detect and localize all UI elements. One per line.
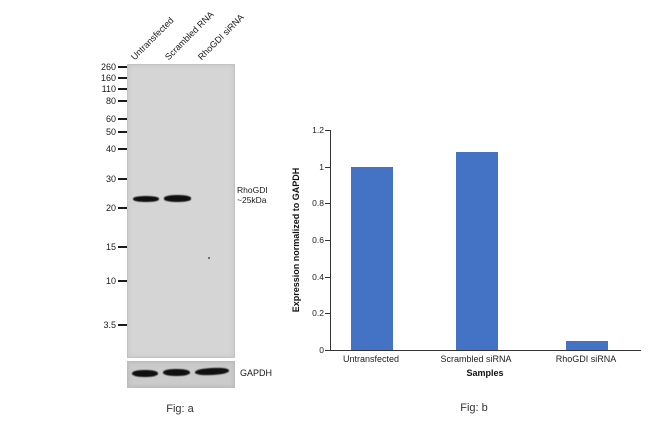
mw-tick xyxy=(118,66,127,68)
x-category-untransfected: Untransfected xyxy=(342,354,400,364)
y-tick-label-0: 0 xyxy=(319,345,324,355)
rhogdi-band-lane2 xyxy=(164,195,191,202)
mw-tick xyxy=(118,131,127,133)
mw-tick xyxy=(118,324,127,326)
mw-marker-160: 160 xyxy=(86,73,127,83)
mw-label: 260 xyxy=(100,62,116,72)
mw-tick xyxy=(118,246,127,248)
mw-label: 3.5 xyxy=(103,320,116,330)
mw-tick xyxy=(118,280,127,282)
mw-label: 80 xyxy=(105,96,116,106)
band-annotation-protein: RhoGDI xyxy=(237,185,268,195)
mw-tick xyxy=(118,100,127,102)
bar xyxy=(456,152,498,350)
y-tick-mark xyxy=(325,130,330,131)
mw-tick xyxy=(118,178,127,180)
y-tick-label-1: 1 xyxy=(319,161,324,172)
y-tick-label-0-4: 0.4 xyxy=(312,271,324,282)
mw-label: 30 xyxy=(105,174,116,184)
y-tick-label-0-6: 0.6 xyxy=(312,235,324,245)
rhogdi-band-lane1 xyxy=(133,196,159,202)
gapdh-loading-control-strip xyxy=(127,361,235,388)
mw-marker-110: 110 xyxy=(86,84,127,94)
bar xyxy=(351,166,393,350)
x-category-scrambled-sirna: Scrambled siRNA xyxy=(440,354,512,364)
y-tick-mark xyxy=(325,166,330,168)
y-tick-mark xyxy=(325,240,330,241)
mw-label: 110 xyxy=(101,84,116,94)
gapdh-band-lane1 xyxy=(132,370,158,377)
y-tick-mark xyxy=(325,203,330,205)
x-category-rhogdi-sirna: RhoGDI siRNA xyxy=(555,354,617,364)
y-tick-label-0-2: 0.2 xyxy=(312,308,324,319)
mw-marker-30: 30 xyxy=(86,174,127,184)
western-blot-gel xyxy=(127,64,235,358)
mw-marker-3-5: 3.5 xyxy=(86,320,127,330)
mw-marker-80: 80 xyxy=(86,96,127,106)
y-tick-mark xyxy=(325,313,330,315)
mw-tick xyxy=(118,148,127,150)
mw-label: 60 xyxy=(105,114,116,124)
gapdh-band-lane2 xyxy=(163,369,190,376)
x-axis-title: Samples xyxy=(466,368,504,378)
y-tick-mark xyxy=(325,350,330,351)
gapdh-label: GAPDH xyxy=(240,368,273,378)
mw-tick xyxy=(118,88,127,90)
band-annotation-size: ~25kDa xyxy=(237,195,267,205)
mw-tick xyxy=(118,77,127,79)
y-tick-label-0-8: 0.8 xyxy=(312,198,324,209)
mw-marker-20: 20 xyxy=(86,203,127,213)
mw-marker-50: 50 xyxy=(86,127,127,137)
mw-marker-15: 15 xyxy=(86,242,127,252)
mw-tick xyxy=(118,118,127,120)
y-tick-label-1-2: 1.2 xyxy=(312,125,324,135)
bar xyxy=(566,340,608,350)
plot-area xyxy=(330,130,641,351)
mw-label: 50 xyxy=(105,127,116,137)
mw-marker-60: 60 xyxy=(86,114,127,124)
caption-fig-b: Fig: b xyxy=(460,402,488,414)
speck-lane3 xyxy=(208,257,210,259)
y-tick-mark xyxy=(325,276,330,278)
mw-marker-40: 40 xyxy=(86,144,127,154)
mw-marker-260: 260 xyxy=(86,62,127,72)
mw-label: 10 xyxy=(105,276,116,286)
mw-label: 40 xyxy=(105,144,116,154)
gapdh-band-lane3 xyxy=(194,367,230,376)
mw-label: 160 xyxy=(100,73,116,83)
mw-marker-10: 10 xyxy=(86,276,127,286)
mw-label: 20 xyxy=(105,203,116,213)
mw-tick xyxy=(118,207,127,209)
caption-fig-a: Fig: a xyxy=(166,403,194,415)
mw-label: 15 xyxy=(105,242,116,252)
band-annotation: RhoGDI ~25kDa xyxy=(237,185,268,205)
